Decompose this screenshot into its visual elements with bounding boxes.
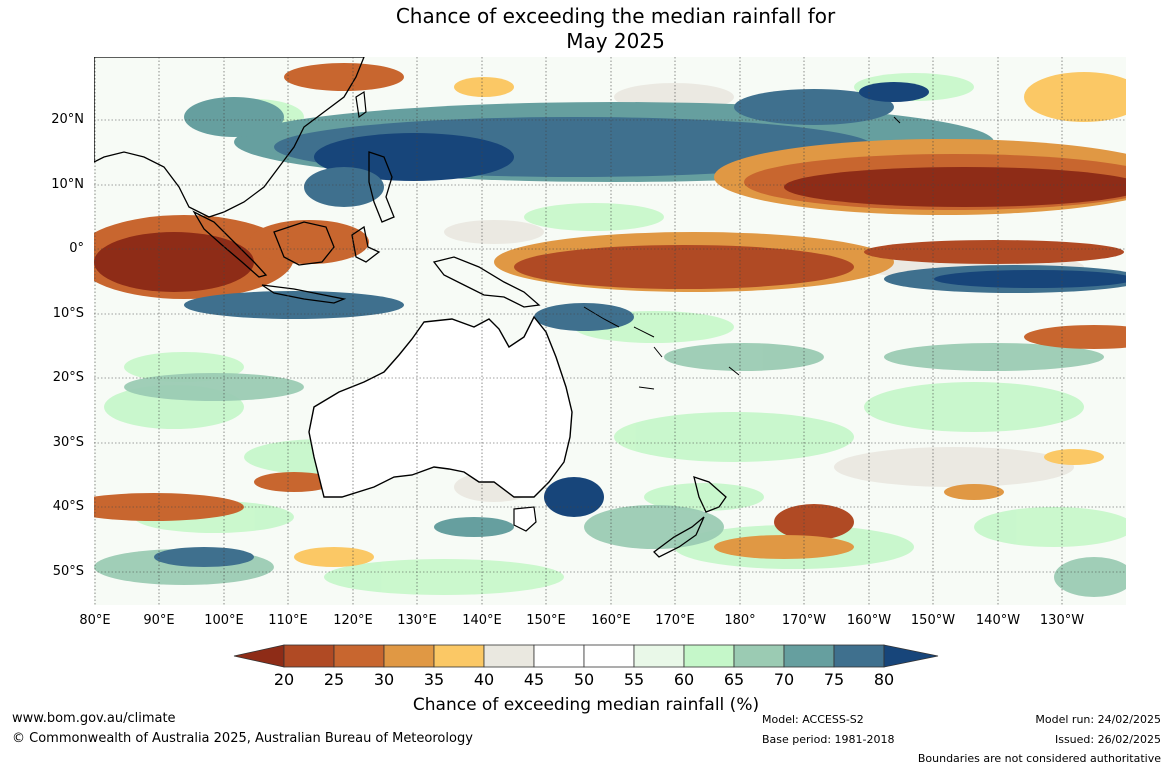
legend-tick-20: 20 [273, 670, 295, 689]
legend-tick-30: 30 [373, 670, 395, 689]
legend-tick-75: 75 [823, 670, 845, 689]
map-gridlines [94, 57, 1126, 605]
legend-swatch-50-55 [583, 644, 635, 668]
lat-label-10n: 10°N [51, 177, 84, 192]
legend-tick-65: 65 [723, 670, 745, 689]
lon-label-140w: 140°W [975, 613, 1021, 628]
new-guinea [432, 256, 541, 308]
legend-swatch-45-50 [533, 644, 585, 668]
lon-label-130w: 130°W [1039, 613, 1085, 628]
title-line-2: May 2025 [566, 29, 665, 53]
footer-copyright: © Commonwealth of Australia 2025, Austra… [12, 731, 473, 746]
lat-label-50s: 50°S [52, 564, 84, 579]
taiwan [355, 90, 367, 119]
lat-label-10s: 10°S [52, 306, 84, 321]
legend-swatch-35-40 [433, 644, 485, 668]
wet-equatorial-band [184, 265, 1126, 331]
legend-swatch-65-70 [733, 644, 785, 668]
wet-north-band [184, 82, 994, 207]
legend-swatch-55-60 [633, 644, 685, 668]
new-zealand-north [693, 476, 727, 513]
footer-website-link[interactable]: www.bom.gov.au/climate [12, 711, 176, 726]
lon-label-180: 180° [724, 613, 756, 628]
legend-swatch-30-35 [383, 644, 435, 668]
new-zealand-south [653, 516, 705, 558]
map-canvas [94, 57, 1126, 605]
rainfall-probability-map [94, 57, 1126, 605]
footer-model: Model: ACCESS-S2 [762, 713, 864, 726]
legend-swatch-below-20 [233, 644, 285, 668]
lon-label-160w: 160°W [846, 613, 892, 628]
lon-label-160e: 160°E [591, 613, 631, 628]
lat-label-0: 0° [69, 241, 84, 256]
lon-label-170e: 170°E [655, 613, 695, 628]
borneo [273, 221, 335, 266]
footer-base-period: Base period: 1981-2018 [762, 733, 895, 746]
legend-tick-40: 40 [473, 670, 495, 689]
legend-colorbar [233, 644, 939, 668]
lon-label-120e: 120°E [333, 613, 373, 628]
asia-mainland [94, 57, 365, 218]
legend-tick-50: 50 [573, 670, 595, 689]
lat-label-20n: 20°N [51, 112, 84, 127]
legend-swatch-above-80 [883, 644, 939, 668]
lon-label-80e: 80°E [79, 613, 111, 628]
philippines [368, 151, 395, 223]
legend-swatch-25-30 [333, 644, 385, 668]
legend-tick-80: 80 [873, 670, 895, 689]
lat-label-40s: 40°S [52, 499, 84, 514]
legend-swatch-75-80 [833, 644, 885, 668]
legend-title: Chance of exceeding median rainfall (%) [412, 695, 760, 715]
footer-issued: Issued: 26/02/2025 [1054, 733, 1161, 746]
australia-landmass [308, 315, 573, 498]
footer-disclaimer: Boundaries are not considered authoritat… [917, 752, 1161, 765]
lon-label-90e: 90°E [143, 613, 175, 628]
map-title: Chance of exceeding the median rainfall … [0, 4, 1173, 54]
teal-regions [94, 343, 1126, 597]
lat-label-30s: 30°S [52, 435, 84, 450]
lon-label-150w: 150°W [910, 613, 956, 628]
sulawesi [351, 225, 381, 263]
legend-tick-60: 60 [673, 670, 695, 689]
legend-swatch-40-45 [483, 644, 535, 668]
southern-patches [94, 378, 1104, 567]
lat-label-20s: 20°S [52, 370, 84, 385]
lon-label-140e: 140°E [462, 613, 502, 628]
lon-label-110e: 110°E [268, 613, 308, 628]
java [261, 284, 347, 304]
legend-tick-25: 25 [323, 670, 345, 689]
dry-north-east-band [284, 63, 1126, 215]
legend-tick-35: 35 [423, 670, 445, 689]
tasmania [513, 506, 537, 532]
footer-model-run: Model run: 24/02/2025 [1035, 713, 1161, 726]
legend-swatch-70-75 [783, 644, 835, 668]
legend-tick-55: 55 [623, 670, 645, 689]
legend-tick-45: 45 [523, 670, 545, 689]
lon-label-170w: 170°W [781, 613, 827, 628]
legend-swatch-20-25 [283, 644, 335, 668]
legend-swatch-60-65 [683, 644, 735, 668]
lon-label-130e: 130°E [397, 613, 437, 628]
legend-tick-70: 70 [773, 670, 795, 689]
lon-label-150e: 150°E [526, 613, 566, 628]
title-line-1: Chance of exceeding the median rainfall … [395, 4, 836, 28]
lon-label-100e: 100°E [204, 613, 244, 628]
